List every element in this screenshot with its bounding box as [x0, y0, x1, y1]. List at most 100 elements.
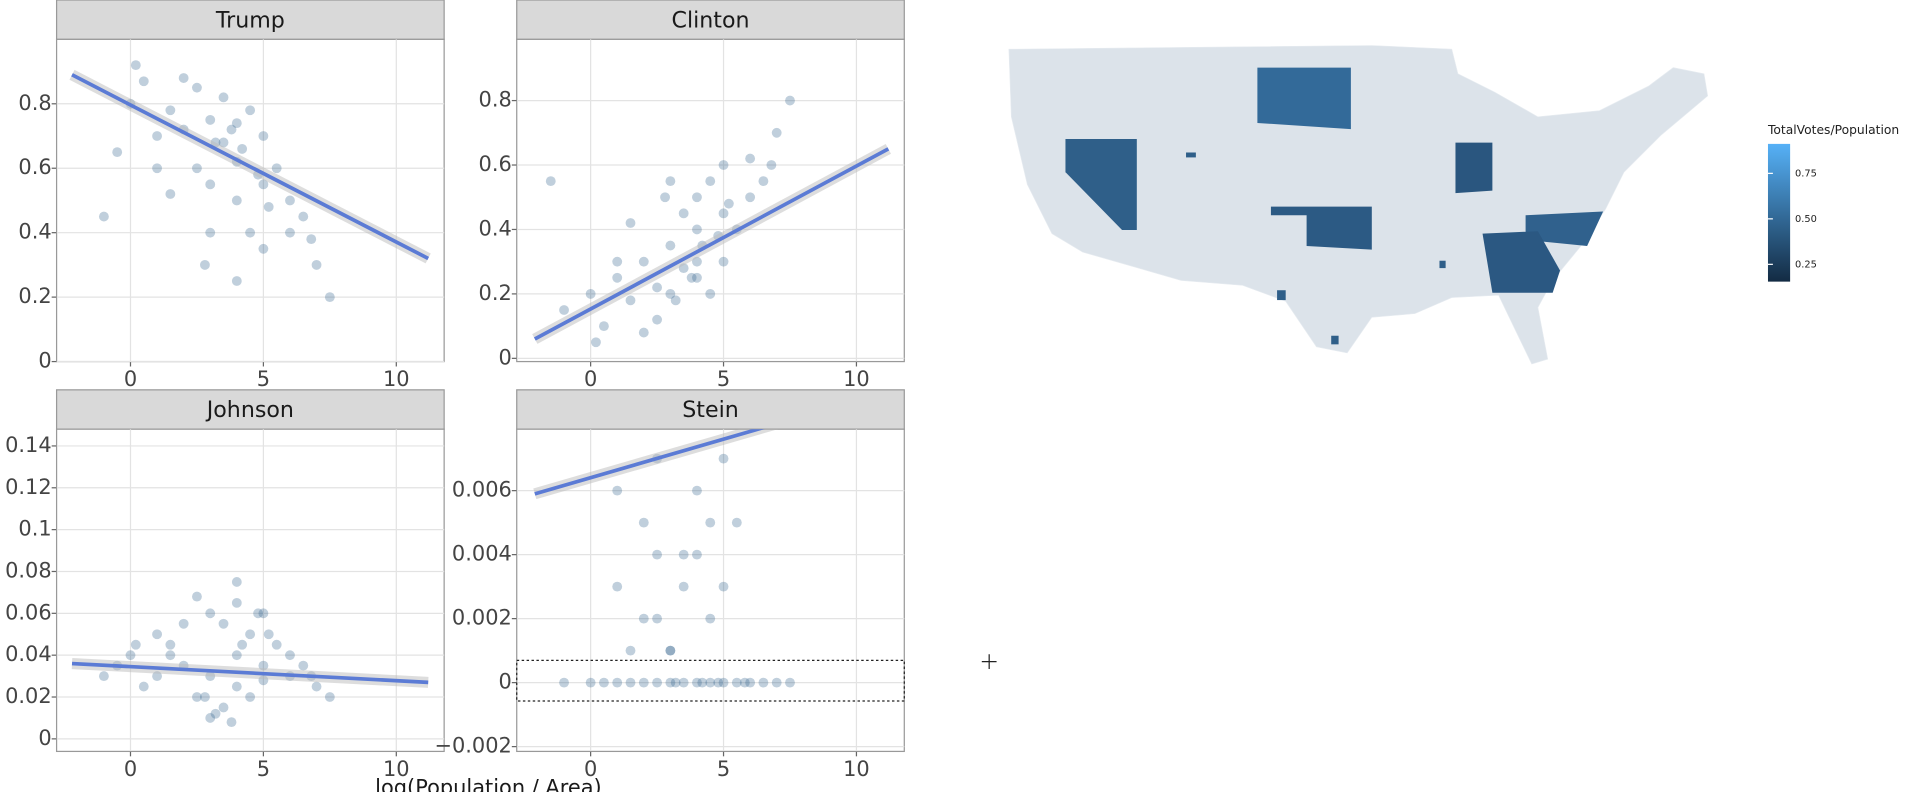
point: [130, 60, 141, 71]
selection-box: [516, 659, 905, 702]
point: [306, 234, 317, 245]
points: [532, 95, 891, 348]
point: [192, 591, 202, 602]
point: [271, 163, 282, 174]
point: [237, 639, 248, 650]
point: [231, 681, 242, 692]
point: [665, 176, 676, 187]
point: [718, 581, 729, 592]
point: [625, 218, 636, 228]
x-axis-title: log(Population / Area): [375, 775, 602, 792]
point: [739, 677, 750, 688]
point: [638, 327, 649, 338]
x-tick-label: 0: [124, 367, 137, 391]
point: [652, 677, 663, 688]
point: [745, 677, 756, 688]
y-tick-label: 0: [498, 670, 511, 694]
county-highlight: [1439, 260, 1446, 269]
y-tick-label: 0.04: [5, 642, 52, 666]
x-tick-label: 0: [124, 757, 137, 781]
point: [559, 677, 569, 688]
point: [718, 256, 729, 267]
point: [692, 677, 702, 688]
points: [71, 577, 429, 728]
point: [152, 629, 162, 640]
point: [192, 163, 202, 174]
y-tick-label: 0.14: [5, 433, 52, 457]
strip: [55, 389, 445, 430]
point: [678, 581, 689, 592]
point: [718, 208, 729, 219]
colorbar-label: 0.75: [1795, 168, 1817, 179]
point: [692, 272, 702, 283]
y-tick-label: 0.02: [5, 684, 52, 708]
point: [231, 276, 242, 286]
point: [625, 677, 636, 688]
y-tick-label: 0.4: [18, 220, 51, 244]
point: [660, 192, 670, 203]
point: [591, 337, 601, 348]
point: [665, 240, 676, 251]
y-tick-label: 0.002: [452, 606, 512, 630]
point: [545, 176, 556, 187]
point: [612, 581, 623, 592]
point: [165, 639, 176, 650]
panel: [55, 428, 445, 753]
x-tick-label: 10: [843, 757, 870, 781]
point: [758, 677, 769, 688]
point: [245, 692, 256, 702]
point: [263, 201, 274, 212]
point: [599, 321, 609, 332]
x-tick-label: 10: [383, 757, 410, 781]
point: [152, 163, 162, 174]
point: [705, 613, 716, 624]
y-tick-label: 0.2: [18, 284, 51, 308]
point: [245, 105, 256, 116]
point: [324, 292, 335, 303]
state-highlight: [1482, 231, 1561, 293]
point: [258, 131, 269, 141]
point: [199, 259, 210, 270]
facet-title: Trump: [215, 7, 285, 33]
point: [205, 114, 216, 125]
state-highlight: [1455, 142, 1493, 194]
point: [785, 677, 795, 688]
point: [298, 211, 309, 222]
point: [785, 95, 795, 106]
point: [771, 127, 782, 138]
points: [69, 60, 431, 303]
point: [585, 288, 596, 299]
point: [705, 517, 716, 528]
point: [665, 677, 676, 688]
point: [311, 259, 322, 270]
y-tick-label: 0.006: [452, 478, 512, 502]
us-map: [1008, 45, 1709, 365]
y-tick-label: 0.6: [18, 155, 51, 179]
x-tick-label: 5: [717, 367, 730, 391]
point: [258, 243, 269, 254]
x-tick-label: 5: [257, 367, 270, 391]
point: [210, 708, 221, 719]
state-highlight: [1525, 211, 1604, 246]
point: [665, 645, 676, 656]
point: [718, 677, 729, 688]
point: [205, 713, 216, 723]
point: [758, 176, 769, 187]
x-tick-label: 5: [717, 757, 730, 781]
y-tick-label: 0.1: [18, 517, 51, 541]
point: [625, 295, 636, 306]
point: [745, 153, 756, 164]
point: [718, 453, 729, 464]
colorbar-label: 0.50: [1795, 214, 1817, 225]
point: [705, 677, 716, 688]
y-tick-label: 0: [498, 345, 511, 369]
county-highlight: [1186, 152, 1196, 158]
point: [178, 73, 189, 83]
facet-title: Stein: [682, 397, 739, 423]
point: [692, 192, 702, 203]
point: [652, 314, 663, 325]
state-highlight: [1065, 138, 1137, 230]
point: [678, 677, 689, 688]
state-highlight: [1270, 206, 1372, 250]
